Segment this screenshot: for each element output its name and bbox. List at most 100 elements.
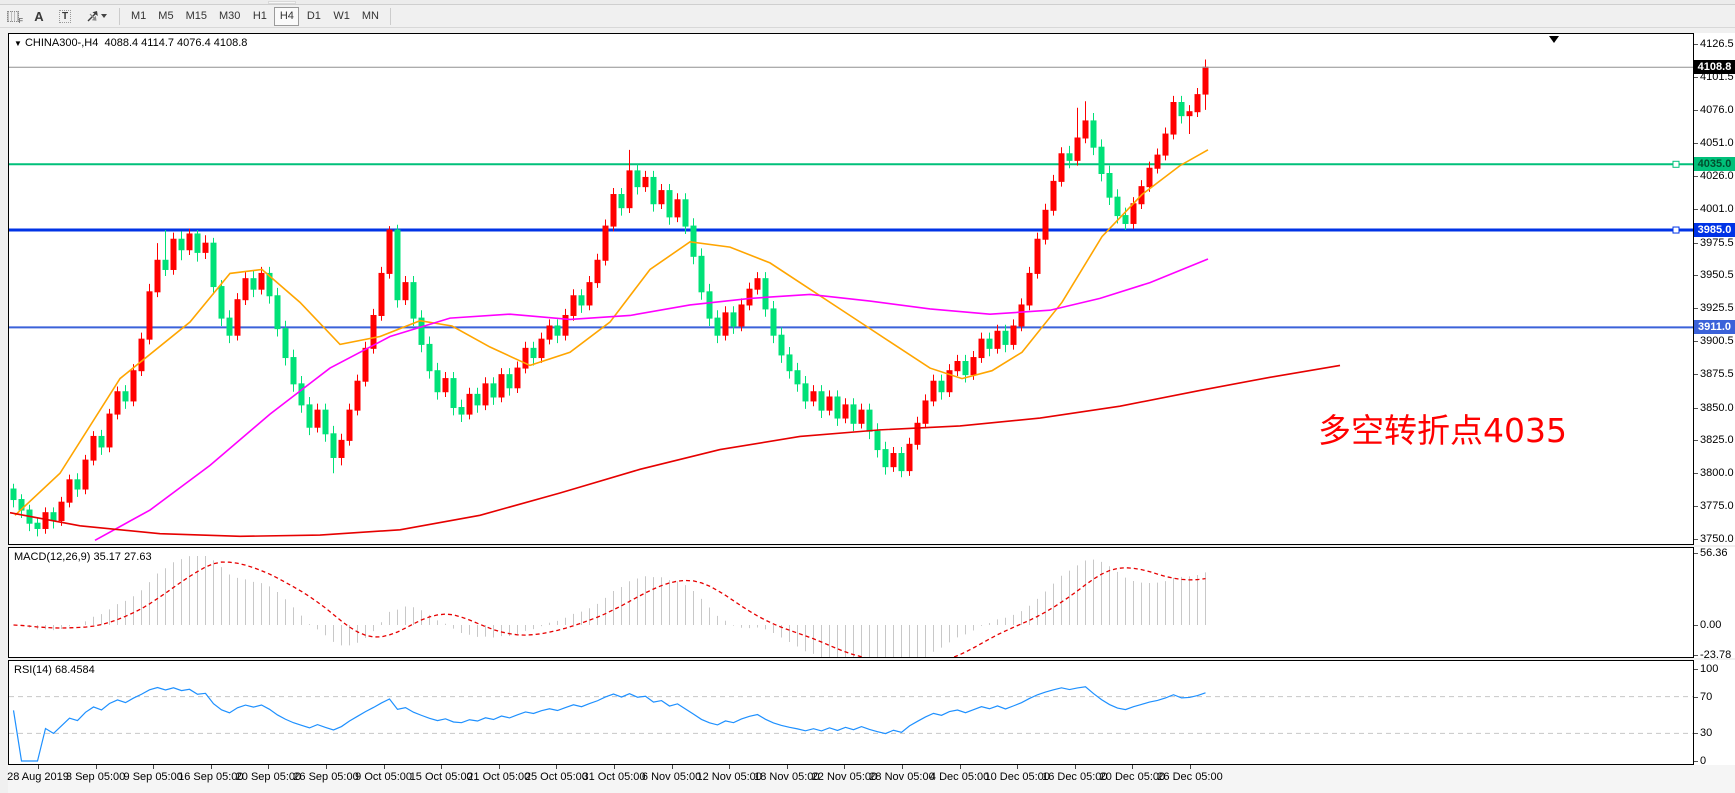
- timeframe-button-M30[interactable]: M30: [218, 10, 241, 22]
- time-label: 18 Nov 05:00: [754, 771, 820, 783]
- time-label: 10 Dec 05:00: [984, 771, 1050, 783]
- letter-a-icon: A: [34, 8, 44, 24]
- hline-handle[interactable]: [1672, 160, 1680, 168]
- rsi-panel[interactable]: RSI(14) 68.4584: [8, 660, 1694, 765]
- chart-shift-marker[interactable]: [1549, 36, 1559, 43]
- time-label: 26 Sep 05:00: [293, 771, 359, 783]
- time-label: 31 Oct 05:00: [582, 771, 646, 783]
- toolbar-separator: [119, 7, 120, 25]
- time-tick: [38, 765, 39, 769]
- hline-handle[interactable]: [1672, 226, 1680, 234]
- time-tick: [95, 765, 97, 769]
- time-tick: [1017, 765, 1019, 769]
- window-top-edge: [0, 0, 1735, 5]
- time-tick: [383, 765, 385, 769]
- axis-tick: 3750.0: [1694, 533, 1735, 546]
- axis-tick: 3925.5: [1694, 302, 1735, 315]
- time-label: 16 Dec 05:00: [1042, 771, 1108, 783]
- time-tick: [498, 765, 500, 769]
- axis-tick: 3950.5: [1694, 269, 1735, 282]
- macd-signal-line: [13, 561, 1206, 657]
- time-tick: [959, 765, 961, 769]
- time-tick: [268, 765, 270, 769]
- axis-tick: 4076.0: [1694, 104, 1735, 117]
- time-tick: [844, 765, 846, 769]
- rsi-canvas: [9, 686, 1693, 762]
- toolbar-separator-2: [389, 7, 391, 25]
- time-tick: [153, 765, 155, 769]
- time-tick: [729, 765, 731, 769]
- axis-tick: 56.36: [1694, 547, 1735, 560]
- window-edge-fragment: [268, 1, 296, 4]
- axis-tick: -23.78: [1694, 649, 1735, 662]
- time-label: 15 Oct 05:00: [409, 771, 473, 783]
- price-label-box: 3985.0: [1694, 223, 1735, 238]
- time-label: 26 Dec 05:00: [1157, 771, 1223, 783]
- chart-dropdown-icon[interactable]: ▼: [14, 39, 22, 48]
- axis-tick: 4126.5: [1694, 38, 1735, 51]
- time-tick: [671, 765, 673, 769]
- price-label-box: 3911.0: [1694, 320, 1735, 335]
- time-label: 4 Dec 05:00: [929, 771, 990, 783]
- price-label-box: 4035.0: [1694, 157, 1735, 172]
- time-label: 20 Dec 05:00: [1099, 771, 1166, 783]
- chevron-down-icon: [100, 14, 107, 18]
- macd-canvas: [13, 556, 1206, 657]
- price-chart-canvas[interactable]: 多空转折点4035: [9, 34, 1693, 544]
- axis-tick: 0: [1694, 755, 1735, 768]
- time-tick: [326, 765, 327, 769]
- timeframe-group: M1 M5 M15 M30 H1 H4 D1 W1 MN: [125, 6, 385, 26]
- diagonal-arrows-icon: [87, 10, 98, 21]
- axis-tick: 3875.5: [1694, 368, 1735, 381]
- axis-tick: 4051.0: [1694, 137, 1735, 150]
- ma-slow: [9, 364, 1341, 538]
- axis-tick: 4026.0: [1694, 170, 1735, 183]
- axis-tick: 0.00: [1694, 619, 1735, 632]
- timeframe-button-M15[interactable]: M15: [185, 10, 207, 22]
- time-tick: [210, 765, 212, 769]
- time-label: 9 Oct 05:00: [355, 771, 413, 783]
- grid-icon: F: [7, 10, 23, 25]
- axis-tick: 3775.0: [1694, 500, 1735, 513]
- chart-ohlc-values: 4088.4 4114.7 4076.4 4108.8: [104, 37, 248, 49]
- macd-panel[interactable]: MACD(12,26,9) 35.17 27.63: [8, 547, 1694, 658]
- axis-tick: 30: [1694, 727, 1735, 740]
- price-axis: 4126.5 4101.5 4076.0 4051.0 4026.0 4001.0 3975…: [1694, 33, 1735, 545]
- time-label: 16 Sep 05:00: [178, 771, 244, 783]
- chart-symbol-period: CHINA300-,H4: [24, 37, 99, 49]
- axis-tick: 3975.5: [1694, 237, 1735, 250]
- annotation-text[interactable]: 多空转折点4035: [1318, 411, 1567, 450]
- timeframe-button-D1[interactable]: D1: [306, 10, 321, 22]
- rsi-axis: 100 70 30 0: [1694, 660, 1735, 768]
- time-tick: [1132, 765, 1134, 769]
- time-label: 6 Nov 05:00: [641, 771, 702, 783]
- text-box-button[interactable]: T: [53, 7, 77, 26]
- ma-medium: [94, 258, 1209, 542]
- time-axis[interactable]: 28 Aug 2019 3 Sep 05:00 9 Sep 05:00 16 Sep …: [7, 765, 1735, 793]
- timeframe-button-W1[interactable]: W1: [333, 10, 350, 22]
- timeframe-button-M1[interactable]: M1: [131, 10, 147, 22]
- time-label: 3 Sep 05:00: [65, 771, 126, 783]
- indicator-grid-button[interactable]: F: [1, 7, 25, 26]
- time-label: 12 Nov 05:00: [696, 771, 762, 783]
- timeframe-button-MN[interactable]: MN: [361, 10, 379, 22]
- axis-tick: 100: [1694, 663, 1735, 676]
- time-label: 9 Sep 05:00: [123, 771, 183, 783]
- axis-tick: 3800.0: [1694, 467, 1735, 480]
- text-label-button[interactable]: A: [27, 7, 51, 26]
- axis-tick: 3825.0: [1694, 434, 1735, 447]
- price-label-box: 4108.8: [1694, 60, 1735, 75]
- line-studies-button[interactable]: [79, 7, 113, 26]
- rsi-line: [12, 686, 1206, 762]
- time-tick: [1074, 765, 1076, 769]
- timeframe-button-M5[interactable]: M5: [158, 10, 174, 22]
- axis-tick: 4001.0: [1694, 203, 1735, 216]
- toolbar: F A T M1 M5 M15 M30 H1 H4 D1 W1 MN: [0, 5, 1735, 28]
- time-label: 28 Nov 05:00: [869, 771, 935, 783]
- time-tick: [614, 765, 615, 769]
- timeframe-button-H4[interactable]: H4: [274, 6, 300, 26]
- main-chart-panel[interactable]: 多空转折点4035 ▼ CHINA300-,H4 4088.4 4114.7 4…: [8, 33, 1694, 545]
- timeframe-button-H1[interactable]: H1: [252, 10, 267, 22]
- time-label: 22 Nov 05:00: [811, 771, 878, 783]
